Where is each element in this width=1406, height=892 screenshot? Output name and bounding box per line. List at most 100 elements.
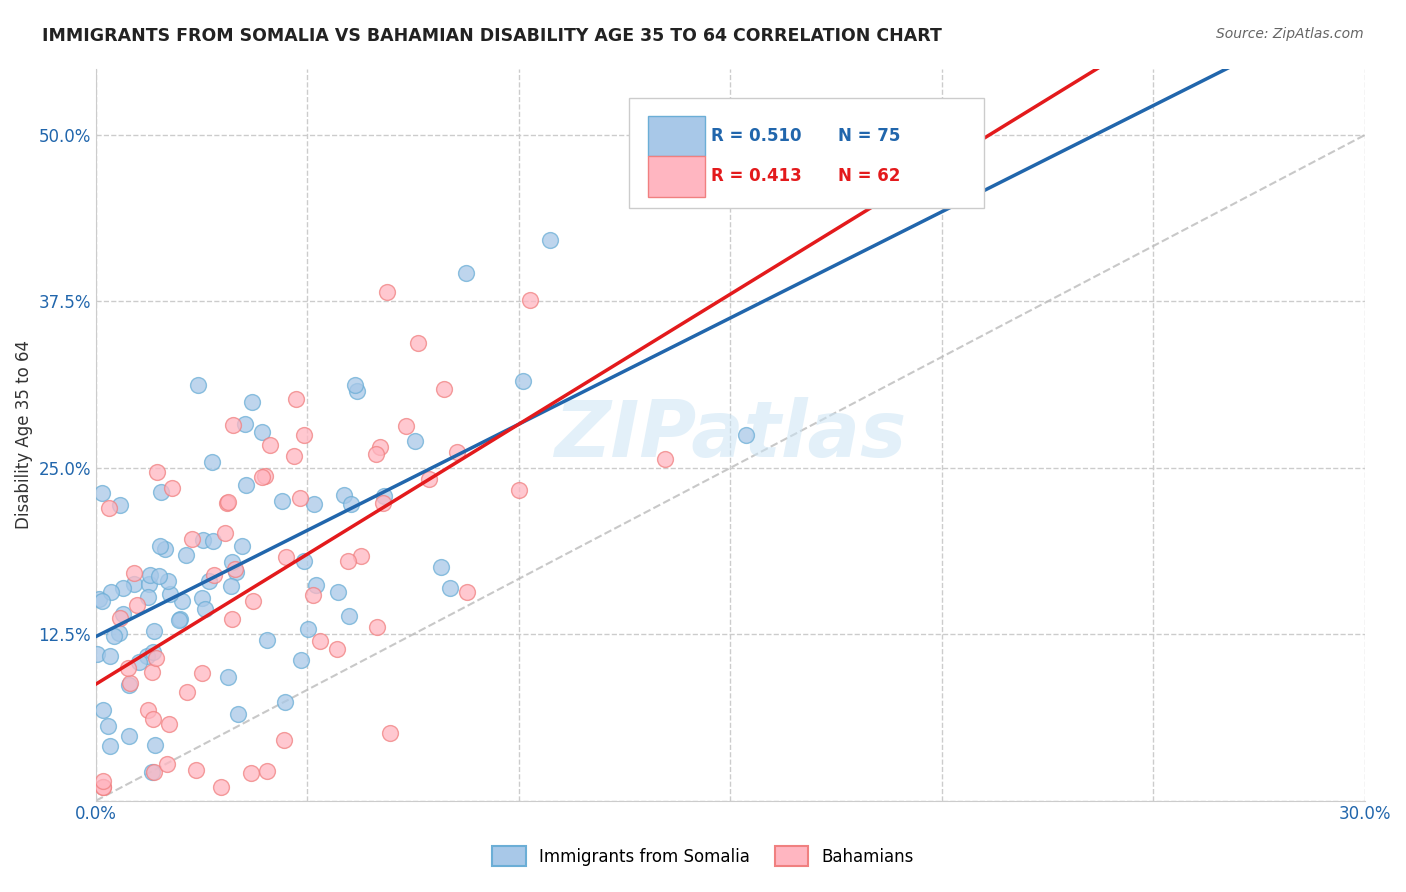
Point: [364, 447, 387, 461]
Point: [290, 653, 312, 667]
Point: [290, 491, 312, 505]
Point: [219, 579, 242, 593]
Point: [91, 486, 114, 500]
Text: N = 62: N = 62: [838, 167, 901, 186]
Point: [122, 566, 145, 580]
Point: [198, 574, 221, 588]
Point: [86, 647, 108, 661]
Point: [118, 729, 141, 743]
Text: IMMIGRANTS FROM SOMALIA VS BAHAMIAN DISABILITY AGE 35 TO 64 CORRELATION CHART: IMMIGRANTS FROM SOMALIA VS BAHAMIAN DISA…: [42, 27, 942, 45]
FancyBboxPatch shape: [628, 98, 984, 208]
Point: [118, 675, 141, 690]
Point: [100, 585, 122, 599]
Point: [209, 780, 232, 795]
Point: [285, 392, 308, 406]
Point: [214, 525, 236, 540]
Point: [292, 427, 315, 442]
Point: [191, 533, 214, 548]
Point: [309, 633, 332, 648]
Point: [337, 554, 360, 568]
Point: [149, 539, 172, 553]
Point: [418, 472, 440, 486]
Point: [343, 377, 366, 392]
Point: [231, 539, 253, 553]
Point: [190, 666, 212, 681]
Point: [221, 555, 243, 569]
Point: [221, 612, 243, 626]
Point: [508, 483, 530, 498]
Point: [333, 488, 356, 502]
Point: [225, 566, 247, 580]
Point: [368, 441, 391, 455]
FancyBboxPatch shape: [648, 116, 704, 156]
Point: [654, 452, 676, 467]
Point: [292, 554, 315, 568]
Point: [217, 670, 239, 684]
Point: [202, 533, 225, 548]
Point: [98, 739, 121, 754]
Point: [112, 581, 135, 595]
Point: [274, 549, 297, 564]
Point: [117, 661, 139, 675]
Point: [350, 549, 373, 563]
Point: [240, 394, 263, 409]
Point: [108, 611, 131, 625]
Point: [145, 738, 167, 752]
Point: [395, 419, 418, 434]
Point: [125, 598, 148, 612]
Point: [328, 585, 350, 599]
Point: [430, 560, 453, 574]
Point: [136, 703, 159, 717]
Point: [142, 712, 165, 726]
Text: N = 75: N = 75: [838, 127, 901, 145]
Point: [433, 382, 456, 396]
Point: [91, 780, 114, 795]
Point: [111, 607, 134, 622]
Point: [145, 651, 167, 665]
Point: [98, 500, 121, 515]
Point: [145, 465, 167, 479]
Point: [519, 293, 541, 308]
Point: [222, 418, 245, 433]
Point: [107, 626, 129, 640]
Point: [103, 629, 125, 643]
Point: [180, 532, 202, 546]
Legend: Immigrants from Somalia, Bahamians: Immigrants from Somalia, Bahamians: [484, 838, 922, 875]
Point: [157, 717, 180, 731]
Point: [91, 703, 114, 717]
Point: [138, 576, 160, 591]
Point: [224, 562, 246, 576]
Point: [91, 593, 114, 607]
Point: [174, 548, 197, 562]
Text: R = 0.413: R = 0.413: [711, 167, 801, 186]
Point: [136, 590, 159, 604]
Point: [378, 726, 401, 740]
Point: [406, 336, 429, 351]
Point: [304, 497, 326, 511]
Point: [512, 374, 534, 388]
Point: [256, 632, 278, 647]
Point: [155, 541, 177, 556]
Point: [439, 581, 461, 595]
Point: [305, 578, 328, 592]
Point: [538, 233, 561, 247]
Point: [446, 445, 468, 459]
Point: [148, 568, 170, 582]
Point: [141, 765, 163, 780]
Point: [273, 732, 295, 747]
Point: [253, 469, 276, 483]
Point: [250, 470, 273, 484]
Point: [283, 449, 305, 463]
Point: [167, 613, 190, 627]
Point: [191, 591, 214, 606]
Point: [118, 678, 141, 692]
Point: [735, 428, 758, 442]
Point: [136, 648, 159, 663]
Point: [242, 593, 264, 607]
Point: [150, 484, 173, 499]
Point: [143, 624, 166, 638]
Point: [169, 612, 191, 626]
Point: [337, 608, 360, 623]
Point: [110, 498, 132, 512]
Point: [456, 585, 478, 599]
